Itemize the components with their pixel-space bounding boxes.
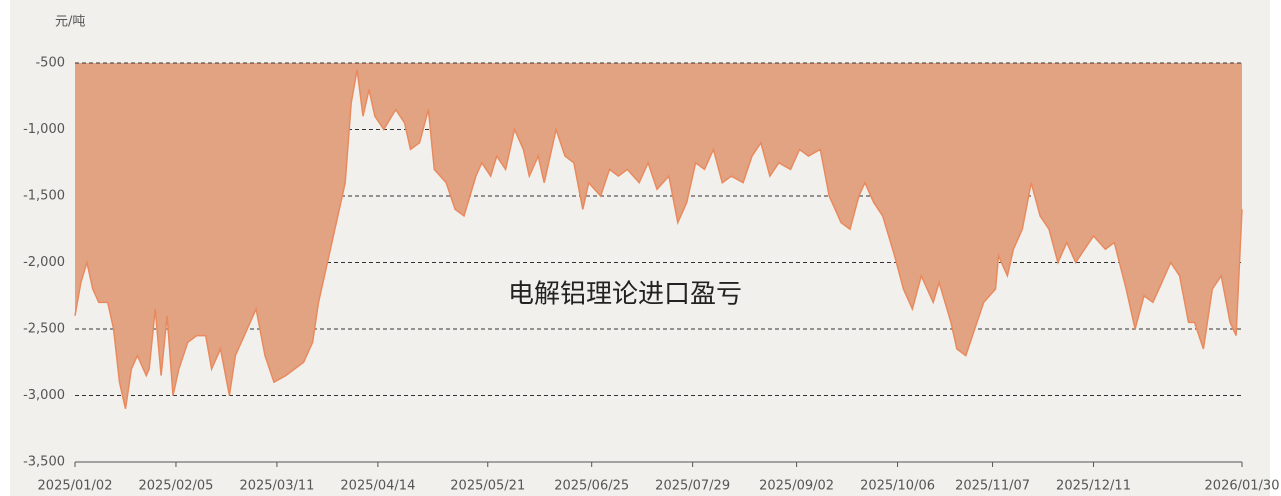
- x-tick-label: 2025/01/02: [38, 479, 113, 494]
- x-tick-label: 2026/01/30: [1205, 479, 1280, 494]
- x-tick-label: 2025/04/14: [340, 479, 415, 494]
- y-tick-label: -500: [35, 56, 65, 71]
- chart-title: 电解铝理论进口盈亏: [508, 280, 742, 310]
- x-tick-label: 2025/12/11: [1056, 479, 1131, 494]
- y-tick-label: -1,500: [23, 189, 65, 204]
- x-tick-label: 2025/02/05: [138, 479, 213, 494]
- x-tick-label: 2025/07/29: [655, 479, 730, 494]
- x-tick-label: 2025/05/21: [450, 479, 525, 494]
- x-tick-label: 2025/11/07: [955, 479, 1030, 494]
- y-tick-label: -3,000: [23, 388, 65, 403]
- x-tick-label: 2025/03/11: [239, 479, 314, 494]
- area: [75, 63, 1242, 409]
- x-tick-label: 2025/09/02: [759, 479, 834, 494]
- y-tick-label: -2,500: [23, 322, 65, 337]
- y-tick-label: -1,000: [23, 122, 65, 137]
- y-tick-label: -2,000: [23, 255, 65, 270]
- x-tick-label: 2025/10/06: [860, 479, 935, 494]
- y-tick-label: -3,500: [23, 455, 65, 470]
- x-tick-label: 2025/06/25: [554, 479, 629, 494]
- y-axis-unit: 元/吨: [55, 15, 85, 30]
- line: [74, 69, 1243, 409]
